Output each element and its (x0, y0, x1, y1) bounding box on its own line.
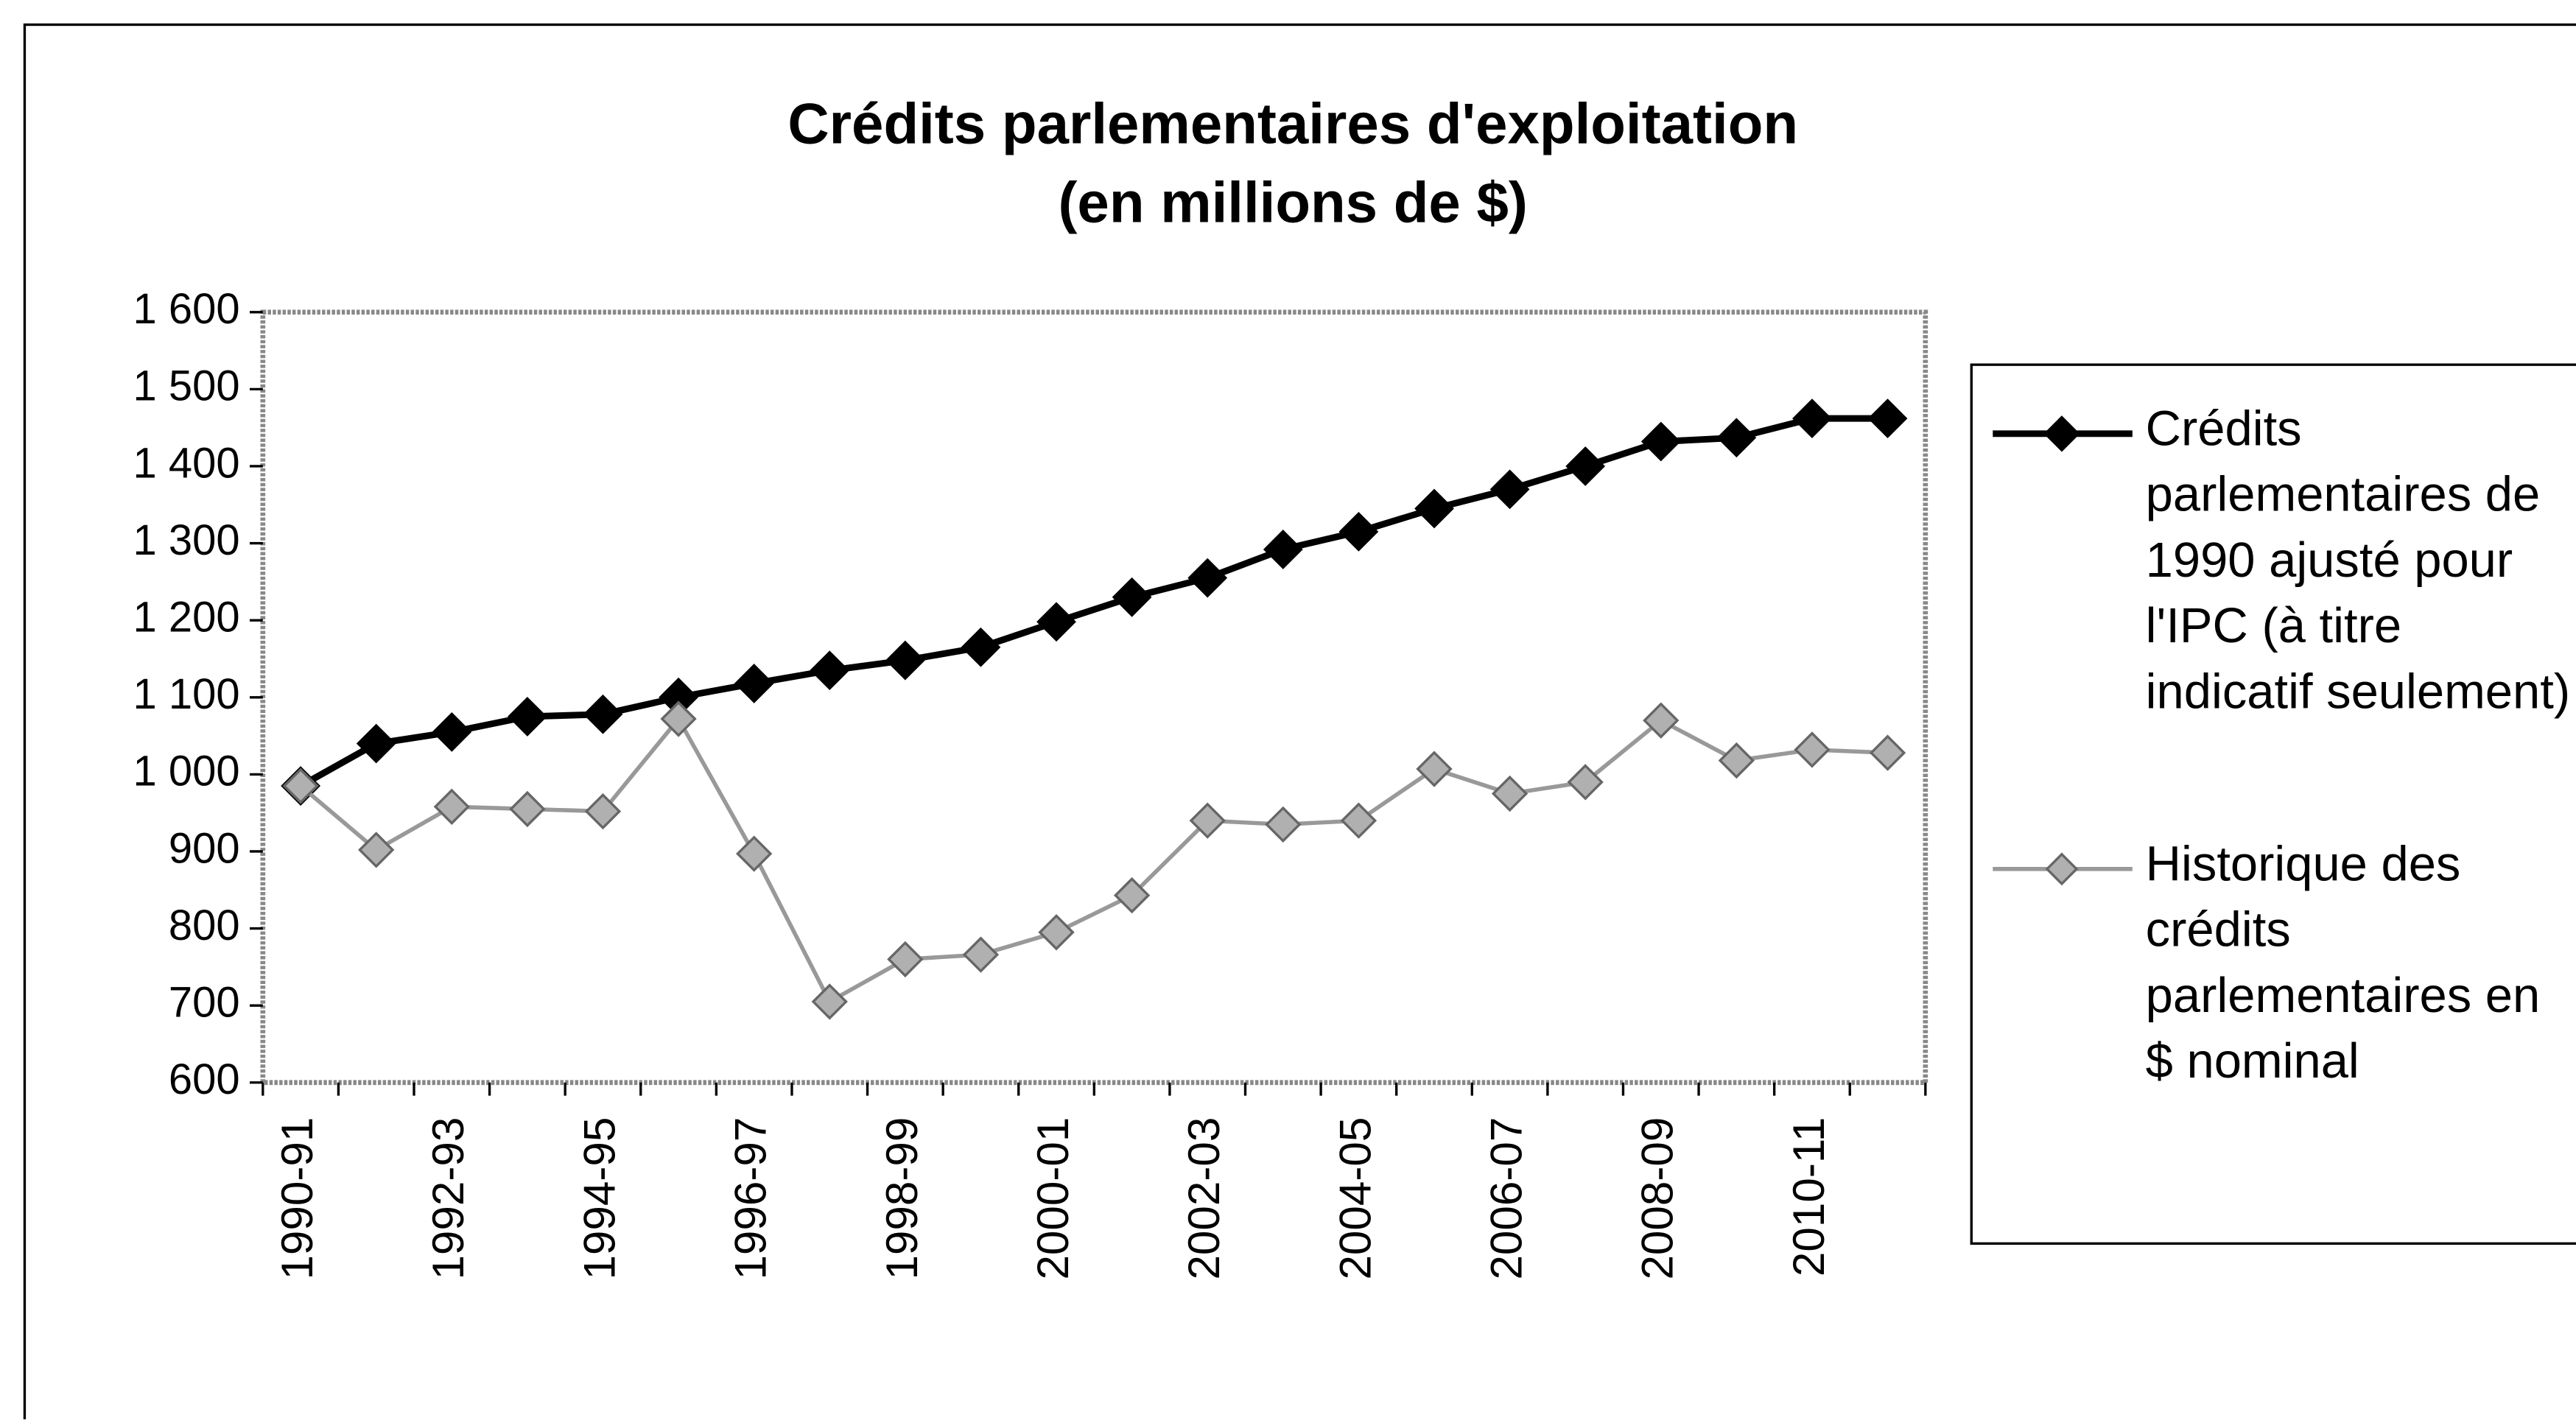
marker (885, 640, 925, 681)
y-tick-label: 900 (169, 825, 240, 872)
marker (1340, 802, 1378, 839)
chart-subtitle: (en millions de $) (1058, 170, 1528, 235)
marker (1263, 530, 1303, 569)
marker (1716, 418, 1757, 458)
marker (811, 983, 848, 1020)
y-tick-label: 1 000 (133, 748, 240, 795)
marker (584, 793, 622, 830)
marker (1265, 806, 1302, 843)
marker (1718, 742, 1755, 779)
x-tick-label: 2004-05 (1330, 1117, 1380, 1280)
x-tick-label: 1998-99 (877, 1117, 927, 1280)
marker (1489, 469, 1530, 510)
x-tick-label: 2010-11 (1783, 1117, 1833, 1276)
marker (1867, 398, 1908, 439)
marker (282, 767, 319, 804)
marker (810, 650, 850, 691)
marker (736, 835, 773, 872)
x-tick-label: 2002-03 (1179, 1117, 1229, 1280)
marker (1189, 802, 1226, 839)
marker (1187, 558, 1228, 598)
marker (1038, 914, 1075, 951)
series-line (298, 415, 1888, 789)
marker (1792, 398, 1832, 439)
marker (1869, 734, 1906, 771)
marker (583, 694, 623, 734)
marker (432, 712, 472, 752)
marker (1794, 731, 1831, 768)
chart-title: Crédits parlementaires d'exploitation (787, 91, 1798, 156)
marker (1414, 488, 1454, 529)
y-tick-label: 700 (169, 979, 240, 1026)
series-line (299, 715, 1888, 1005)
marker (356, 723, 396, 764)
y-tick-label: 1 500 (133, 363, 240, 410)
y-tick-label: 800 (169, 902, 240, 949)
y-tick-label: 1 100 (133, 671, 240, 718)
marker (1338, 511, 1379, 552)
legend (1970, 363, 2576, 1245)
marker (1640, 421, 1681, 462)
legend-marker (2043, 415, 2080, 452)
marker (509, 790, 546, 828)
marker (433, 788, 470, 825)
x-tick-label: 2006-07 (1481, 1117, 1531, 1280)
marker (1112, 577, 1152, 617)
y-tick-label: 1 200 (133, 594, 240, 641)
marker (508, 697, 547, 737)
marker (1567, 764, 1604, 801)
y-tick-label: 1 400 (133, 440, 240, 487)
marker (660, 700, 697, 737)
marker (1036, 602, 1076, 642)
x-tick-label: 2000-01 (1028, 1117, 1078, 1280)
legend-marker (2045, 852, 2079, 886)
x-tick-label: 1994-95 (574, 1117, 624, 1280)
y-tick-label: 1 600 (133, 286, 240, 333)
x-tick-label: 1992-93 (423, 1117, 473, 1280)
x-tick-label: 1996-97 (726, 1117, 776, 1280)
legend-entry: Crédits parlementaires de 1990 ajusté po… (2145, 402, 2571, 720)
marker (734, 664, 774, 703)
marker (1565, 446, 1606, 486)
legend-label: Historique des crédits parlementaires en… (2145, 837, 2541, 1089)
y-tick-label: 1 300 (133, 517, 240, 564)
x-tick-label: 2008-09 (1632, 1117, 1682, 1280)
marker (962, 936, 1000, 973)
marker (1416, 751, 1453, 787)
marker (1491, 775, 1529, 812)
marker (358, 832, 395, 868)
marker (1643, 702, 1680, 739)
legend-label: Crédits parlementaires de 1990 ajusté po… (2145, 402, 2571, 720)
x-tick-label: 1990-91 (272, 1117, 322, 1280)
marker (1113, 876, 1151, 914)
y-tick-label: 600 (169, 1056, 240, 1103)
marker (961, 627, 1001, 667)
legend-entry: Historique des crédits parlementaires en… (2145, 837, 2541, 1089)
marker (887, 941, 924, 978)
